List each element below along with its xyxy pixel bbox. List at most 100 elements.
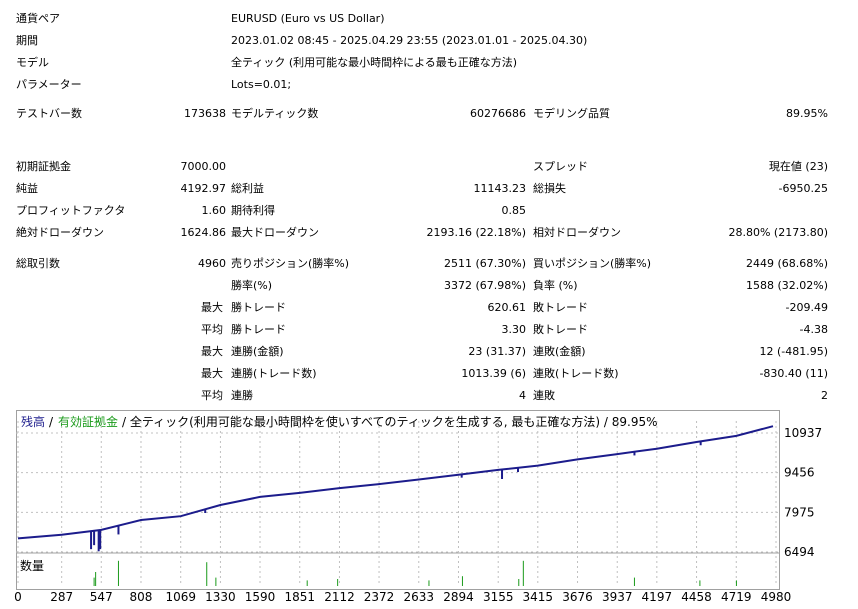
max-cons-profit-value: 1013.39 (6) xyxy=(461,367,526,380)
x-tick-label: 4980 xyxy=(761,590,792,604)
x-tick-label: 4719 xyxy=(721,590,752,604)
x-tick-label: 3155 xyxy=(483,590,514,604)
avg-cons-losses-value: 2 xyxy=(821,389,828,402)
legend-balance: 残高 xyxy=(21,414,45,429)
legend-description: / 全ティック(利用可能な最小時間枠を使いすべてのティックを生成する, 最も正確… xyxy=(122,414,658,429)
max-cons-loss-label: 連敗(トレード数) xyxy=(533,367,619,380)
lossrate-label: 負率 (%) xyxy=(533,279,578,292)
total-trades-label: 総取引数 xyxy=(16,257,60,270)
x-tick-label: 2894 xyxy=(443,590,474,604)
x-tick-label: 808 xyxy=(130,590,153,604)
x-tick-label: 3937 xyxy=(602,590,633,604)
params-label: パラメーター xyxy=(16,78,82,91)
gross-profit-value: 11143.23 xyxy=(473,182,527,195)
x-tick-label: 2112 xyxy=(324,590,355,604)
avg-prefix: 平均 xyxy=(201,389,223,402)
model-label: モデル xyxy=(16,56,49,69)
avg-win-label: 勝トレード xyxy=(231,323,286,336)
pf-value: 1.60 xyxy=(201,204,227,217)
max-prefix: 最大 xyxy=(201,301,223,314)
x-tick-label: 0 xyxy=(14,590,22,604)
period-value: 2023.01.02 08:45 - 2025.04.29 23:55 (202… xyxy=(231,34,588,47)
pf-label: プロフィットファクタ xyxy=(16,204,126,217)
max-dd-label: 最大ドローダウン xyxy=(231,226,319,239)
net-value: 4192.97 xyxy=(180,182,227,195)
long-label: 買いポジション(勝率%) xyxy=(533,257,652,270)
ticks-label: モデルティック数 xyxy=(231,107,319,120)
avg-cons-wins-value: 4 xyxy=(519,389,526,402)
total-trades-value: 4960 xyxy=(198,257,226,270)
legend-sep: / xyxy=(49,415,54,429)
legend-equity: 有効証拠金 xyxy=(58,414,118,429)
lossrate-value: 1588 (32.02%) xyxy=(745,279,828,292)
winrate-value: 3372 (67.98%) xyxy=(443,279,526,292)
avg-prefix: 平均 xyxy=(201,323,223,336)
gross-loss-label: 総損失 xyxy=(533,182,566,195)
bars-label: テストバー数 xyxy=(16,107,82,120)
spread-label: スプレッド xyxy=(533,160,588,173)
abs-dd-label: 絶対ドローダウン xyxy=(16,226,104,239)
ticks-value: 60276686 xyxy=(470,107,526,120)
balance-line xyxy=(17,425,774,540)
quality-label: モデリング品質 xyxy=(533,107,610,120)
y-tick-label: 7975 xyxy=(784,505,815,519)
x-tick-label: 1851 xyxy=(284,590,315,604)
bars-value: 173638 xyxy=(184,107,226,120)
params-value: Lots=0.01; xyxy=(231,78,292,91)
largest-win-label: 勝トレード xyxy=(231,301,286,314)
x-tick-label: 2372 xyxy=(364,590,395,604)
abs-dd-value: 1624.86 xyxy=(180,226,227,239)
rel-dd-value: 28.80% (2173.80) xyxy=(728,226,828,239)
short-label: 売りポジション(勝率%) xyxy=(231,257,350,270)
x-tick-label: 3676 xyxy=(562,590,593,604)
max-cons-losses-value: 12 (-481.95) xyxy=(759,345,828,358)
x-tick-label: 1069 xyxy=(165,590,196,604)
deposit-label: 初期証拠金 xyxy=(16,160,71,173)
max-prefix: 最大 xyxy=(201,367,223,380)
x-tick-label: 287 xyxy=(50,590,73,604)
avg-loss-value: -4.38 xyxy=(799,323,828,336)
x-tick-label: 1330 xyxy=(205,590,236,604)
symbol-label: 通貨ペア xyxy=(16,12,60,25)
avg-cons-losses-label: 連敗 xyxy=(533,389,555,402)
max-cons-profit-label: 連勝(トレード数) xyxy=(231,367,317,380)
largest-loss-label: 敗トレード xyxy=(533,301,588,314)
x-tick-label: 3415 xyxy=(523,590,554,604)
x-tick-label: 4458 xyxy=(681,590,712,604)
avg-loss-label: 敗トレード xyxy=(533,323,588,336)
deposit-value: 7000.00 xyxy=(180,160,227,173)
spread-value: 現在値 (23) xyxy=(768,160,828,173)
y-tick-label: 10937 xyxy=(784,426,822,440)
balance-chart xyxy=(16,410,780,590)
y-tick-label: 6494 xyxy=(784,545,815,559)
expected-value: 0.85 xyxy=(501,204,527,217)
model-value: 全ティック (利用可能な最小時間枠による最も正確な方法) xyxy=(231,56,518,69)
long-value: 2449 (68.68%) xyxy=(745,257,828,270)
max-dd-value: 2193.16 (22.18%) xyxy=(426,226,526,239)
largest-win-value: 620.61 xyxy=(487,301,527,314)
rel-dd-label: 相対ドローダウン xyxy=(533,226,621,239)
avg-win-value: 3.30 xyxy=(501,323,527,336)
x-tick-label: 2633 xyxy=(403,590,434,604)
x-tick-label: 4197 xyxy=(642,590,673,604)
net-label: 純益 xyxy=(16,182,38,195)
x-tick-label: 1590 xyxy=(245,590,276,604)
y-tick-label: 9456 xyxy=(784,466,815,480)
gross-profit-label: 総利益 xyxy=(231,182,264,195)
max-cons-losses-label: 連敗(金額) xyxy=(533,345,586,358)
gross-loss-value: -6950.25 xyxy=(778,182,828,195)
avg-cons-wins-label: 連勝 xyxy=(231,389,253,402)
volume-label: 数量 xyxy=(20,558,44,573)
period-label: 期間 xyxy=(16,34,38,47)
short-value: 2511 (67.30%) xyxy=(443,257,526,270)
max-cons-wins-value: 23 (31.37) xyxy=(468,345,526,358)
symbol-value: EURUSD (Euro vs US Dollar) xyxy=(231,12,385,25)
expected-label: 期待利得 xyxy=(231,204,275,217)
max-cons-loss-value: -830.40 (11) xyxy=(759,367,828,380)
winrate-label: 勝率(%) xyxy=(231,279,273,292)
x-tick-label: 547 xyxy=(90,590,113,604)
max-cons-wins-label: 連勝(金額) xyxy=(231,345,284,358)
largest-loss-value: -209.49 xyxy=(785,301,828,314)
max-prefix: 最大 xyxy=(201,345,223,358)
